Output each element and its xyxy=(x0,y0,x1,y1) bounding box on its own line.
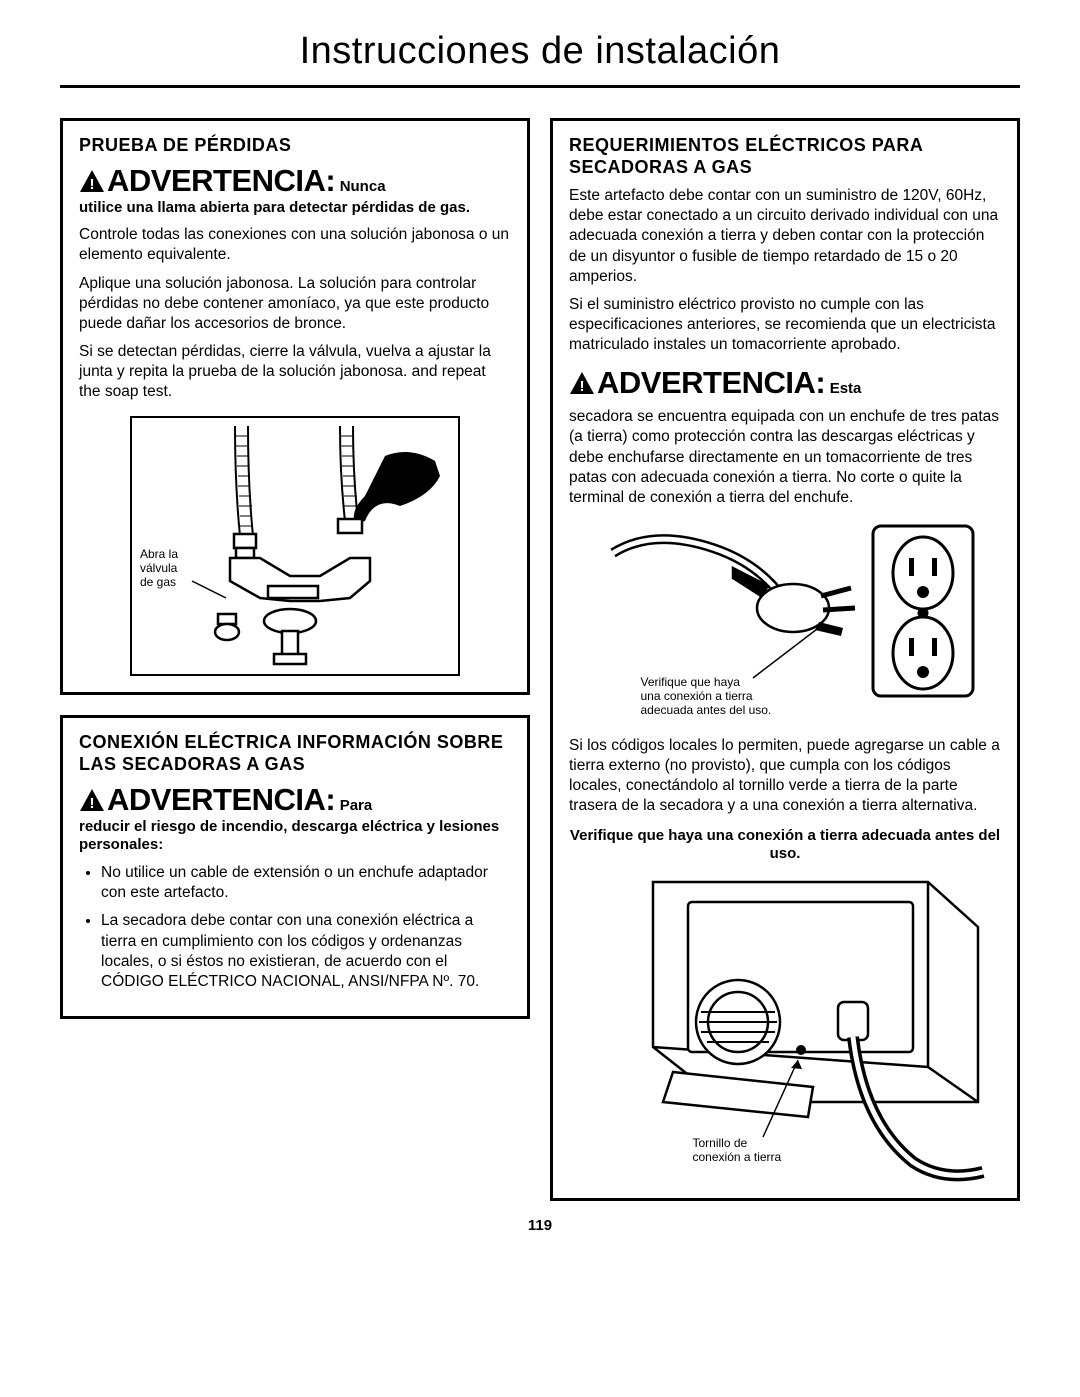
warning-tail: Para xyxy=(340,797,373,814)
leak-test-panel: PRUEBA DE PÉRDIDAS ! ADVERTENCIA: Nunca … xyxy=(60,118,530,695)
leak-p2: Aplique una solución jabonosa. La soluci… xyxy=(79,274,511,334)
warning-word: ADVERTENCIA: xyxy=(107,163,335,198)
gas-valve-label: Abra laválvulade gas xyxy=(140,548,178,589)
warning-block-3: ! ADVERTENCIA: Esta xyxy=(569,365,1001,401)
leak-p1: Controle todas las conexiones con una so… xyxy=(79,225,511,265)
left-column: PRUEBA DE PÉRDIDAS ! ADVERTENCIA: Nunca … xyxy=(60,118,530,1201)
page-title: Instrucciones de instalación xyxy=(60,30,1020,88)
svg-text:!: ! xyxy=(580,378,585,395)
bullet-1: No utilice un cable de extensión o un en… xyxy=(101,863,511,903)
electrical-info-heading: CONEXIÓN ELÉCTRICA INFORMACIÓN SOBRE LAS… xyxy=(79,732,511,775)
elec-p1: Este artefacto debe contar con un sumini… xyxy=(569,186,1001,287)
leak-p3: Si se detectan pérdidas, cierre la válvu… xyxy=(79,342,511,402)
warning-continuation: reducir el riesgo de incendio, descarga … xyxy=(79,818,511,856)
right-column: REQUERIMIENTOS ELÉCTRICOS PARA SECADORAS… xyxy=(550,118,1020,1201)
svg-text:!: ! xyxy=(90,176,95,193)
page-number: 119 xyxy=(60,1217,1020,1234)
warning-tail: Nunca xyxy=(340,178,386,195)
warning-tail: Esta xyxy=(830,380,862,397)
elec-p2: Si el suministro eléctrico provisto no c… xyxy=(569,295,1001,355)
elec-p3: Si los códigos locales lo permiten, pued… xyxy=(569,736,1001,817)
ground-check-bold: Verifique que haya una conexión a tierra… xyxy=(569,827,1001,865)
gas-valve-figure: Abra laválvulade gas xyxy=(130,416,460,676)
svg-text:!: ! xyxy=(90,795,95,812)
warning-block-2: ! ADVERTENCIA: Para reducir el riesgo de… xyxy=(79,782,511,856)
warning-word: ADVERTENCIA: xyxy=(107,782,335,817)
warning-word: ADVERTENCIA: xyxy=(597,365,825,400)
warning-bullets: No utilice un cable de extensión o un en… xyxy=(79,863,511,992)
warning-icon: ! xyxy=(569,371,595,395)
dryer-back-figure: Tornillo deconexión a tierra xyxy=(583,872,988,1182)
bullet-2: La secadora debe contar con una conexión… xyxy=(101,911,511,992)
dryer-back-illustration xyxy=(583,872,988,1182)
two-column-layout: PRUEBA DE PÉRDIDAS ! ADVERTENCIA: Nunca … xyxy=(60,118,1020,1201)
warning-block-1: ! ADVERTENCIA: Nunca utilice una llama a… xyxy=(79,163,511,218)
warning-icon: ! xyxy=(79,788,105,812)
warning-continuation: utilice una llama abierta para detectar … xyxy=(79,199,511,218)
electrical-info-panel: CONEXIÓN ELÉCTRICA INFORMACIÓN SOBRE LAS… xyxy=(60,715,530,1019)
plug-figure-label: Verifique que hayauna conexión a tierraa… xyxy=(641,676,772,717)
elec-req-heading: REQUERIMIENTOS ELÉCTRICOS PARA SECADORAS… xyxy=(569,135,1001,178)
gas-valve-illustration xyxy=(140,426,454,670)
leak-test-heading: PRUEBA DE PÉRDIDAS xyxy=(79,135,511,157)
plug-outlet-figure: Verifique que hayauna conexión a tierraa… xyxy=(583,518,988,728)
dryer-figure-label: Tornillo deconexión a tierra xyxy=(693,1137,782,1165)
warning-continuation: secadora se encuentra equipada con un en… xyxy=(569,407,1001,508)
electrical-requirements-panel: REQUERIMIENTOS ELÉCTRICOS PARA SECADORAS… xyxy=(550,118,1020,1201)
warning-icon: ! xyxy=(79,169,105,193)
